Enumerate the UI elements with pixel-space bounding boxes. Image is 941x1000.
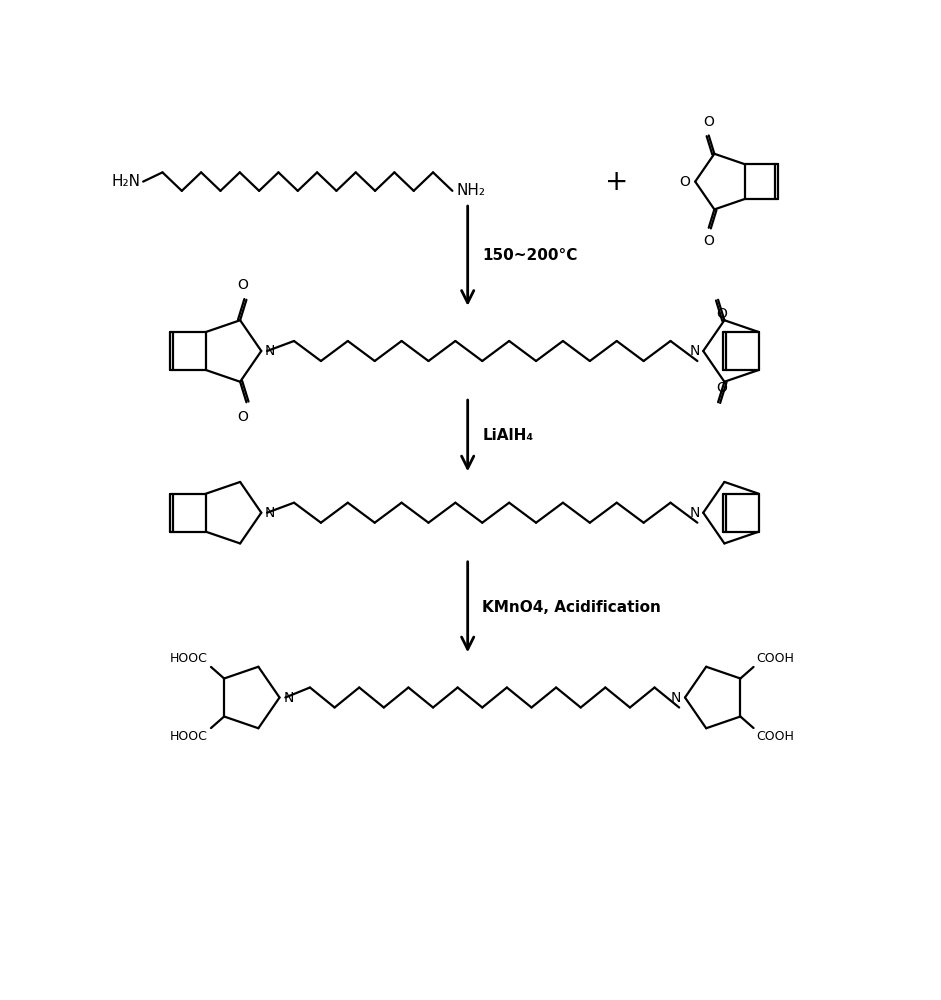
Text: O: O (716, 307, 727, 321)
Text: O: O (237, 278, 248, 292)
Text: N: N (265, 506, 276, 520)
Text: N: N (671, 690, 681, 704)
Text: O: O (716, 381, 727, 395)
Text: 150~200°C: 150~200°C (482, 248, 578, 263)
Text: O: O (703, 234, 714, 248)
Text: O: O (679, 175, 690, 189)
Text: N: N (689, 506, 699, 520)
Text: KMnO4, Acidification: KMnO4, Acidification (482, 600, 662, 615)
Text: COOH: COOH (757, 730, 794, 743)
Text: NH₂: NH₂ (456, 183, 485, 198)
Text: HOOC: HOOC (170, 730, 208, 743)
Text: O: O (237, 410, 248, 424)
Text: N: N (265, 344, 276, 358)
Text: N: N (283, 690, 294, 704)
Text: H₂N: H₂N (112, 174, 141, 189)
Text: N: N (689, 344, 699, 358)
Text: O: O (703, 115, 714, 129)
Text: COOH: COOH (757, 652, 794, 665)
Text: +: + (605, 168, 629, 196)
Text: HOOC: HOOC (170, 652, 208, 665)
Text: LiAlH₄: LiAlH₄ (482, 428, 534, 443)
